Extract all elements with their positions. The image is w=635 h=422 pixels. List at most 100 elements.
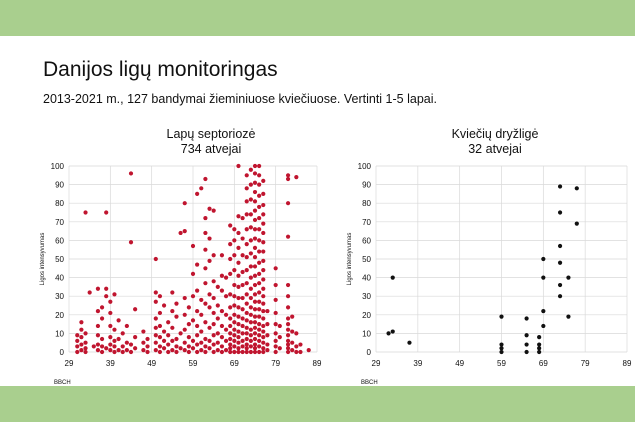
tanspot-data-point [499, 349, 504, 355]
septoria-data-point [248, 286, 253, 291]
septoria-data-point [203, 230, 208, 236]
tanspot-data-point [537, 349, 542, 355]
septoria-data-point [244, 281, 249, 286]
septoria-data-point [190, 338, 196, 343]
septoria-data-point [108, 323, 113, 329]
septoria-data-point [195, 288, 200, 293]
septoria-data-point [133, 307, 138, 312]
septoria-data-point [232, 320, 237, 325]
septoria-data-point [178, 331, 183, 336]
tanspot-y-tick-label: 90 [362, 181, 371, 190]
tanspot-y-tick-label: 60 [362, 236, 371, 245]
septoria-data-point [248, 349, 253, 355]
septoria-data-point [252, 163, 258, 169]
septoria-data-point [252, 171, 258, 176]
septoria-data-point [190, 294, 196, 299]
septoria-data-point [157, 294, 163, 299]
septoria-data-point [252, 292, 258, 297]
septoria-data-point [161, 329, 167, 334]
tanspot-data-point [499, 314, 504, 319]
septoria-data-point [112, 292, 117, 297]
septoria-data-point [248, 312, 253, 317]
septoria-data-point [199, 329, 204, 334]
septoria-data-point [219, 335, 225, 340]
septoria-data-point [240, 323, 245, 329]
septoria-data-point [273, 349, 278, 355]
septoria-data-point [240, 344, 245, 349]
septoria-data-point [244, 349, 249, 355]
septoria-data-point [232, 349, 237, 355]
tanspot-data-point [524, 333, 529, 338]
septoria-data-point [228, 323, 233, 329]
septoria-data-point [285, 338, 291, 343]
septoria-data-point [248, 305, 253, 310]
septoria-data-point [195, 349, 200, 355]
septoria-data-point [128, 342, 134, 347]
page-title: Danijos ligų monitoringas [43, 58, 278, 81]
tanspot-data-point [524, 316, 529, 321]
tanspot-data-point [566, 314, 571, 319]
tanspot-x-tick-label: 69 [539, 359, 548, 368]
tanspot-data-point [557, 184, 563, 189]
septoria-data-point [116, 336, 121, 342]
septoria-data-point [257, 238, 262, 243]
septoria-data-point [203, 336, 208, 342]
septoria-data-point [294, 349, 299, 355]
septoria-data-point [265, 333, 270, 338]
septoria-data-point [223, 294, 229, 299]
septoria-data-point [211, 279, 216, 284]
septoria-data-point [294, 175, 299, 180]
septoria-data-point [273, 322, 278, 327]
septoria-data-point [236, 245, 241, 250]
septoria-data-point [244, 310, 249, 316]
septoria-data-point [285, 305, 291, 310]
septoria-data-point [116, 348, 121, 353]
septoria-data-point [211, 333, 216, 338]
septoria-data-point [182, 327, 187, 332]
septoria-x-tick-label: 49 [147, 359, 156, 368]
septoria-data-point [248, 275, 253, 280]
septoria-data-point [199, 340, 204, 345]
septoria-data-point [285, 294, 291, 299]
tanspot-y-tick-label: 0 [367, 348, 372, 357]
septoria-data-point [261, 301, 266, 306]
septoria-data-point [257, 215, 262, 221]
septoria-x-tick-label: 89 [313, 359, 322, 368]
septoria-data-point [182, 348, 187, 353]
tanspot-x-tick-label: 89 [623, 359, 632, 368]
septoria-data-point [244, 173, 249, 178]
septoria-data-point [252, 325, 258, 330]
septoria-data-point [199, 348, 204, 353]
septoria-data-point [223, 338, 229, 343]
tanspot-count: 32 atvejai [468, 142, 522, 156]
septoria-data-point [195, 323, 200, 329]
septoria-data-point [248, 327, 253, 332]
septoria-data-point [261, 323, 266, 329]
septoria-data-point [157, 349, 163, 355]
septoria-data-point [265, 308, 270, 314]
tanspot-y-tick-label: 40 [362, 274, 371, 283]
septoria-data-point [174, 344, 179, 349]
septoria-data-point [252, 245, 258, 250]
septoria-data-point [244, 318, 249, 323]
septoria-x-tick-label: 39 [106, 359, 115, 368]
septoria-data-point [145, 336, 150, 342]
septoria-data-point [232, 253, 237, 258]
septoria-data-point [248, 320, 253, 325]
septoria-data-point [182, 229, 187, 234]
septoria-data-point [207, 325, 212, 330]
septoria-data-point [211, 208, 216, 213]
septoria-data-point [257, 322, 262, 327]
septoria-data-point [79, 335, 84, 340]
septoria-data-point [261, 329, 266, 334]
septoria-data-point [244, 268, 249, 273]
septoria-data-point [252, 336, 258, 342]
septoria-data-point [120, 344, 125, 349]
septoria-data-point [228, 331, 233, 336]
septoria-data-point [252, 189, 258, 195]
septoria-data-point [261, 240, 266, 245]
septoria-data-point [203, 301, 208, 306]
septoria-data-point [157, 344, 163, 349]
septoria-data-point [290, 348, 295, 353]
tanspot-title: Kviečių dryžligė [451, 127, 539, 141]
